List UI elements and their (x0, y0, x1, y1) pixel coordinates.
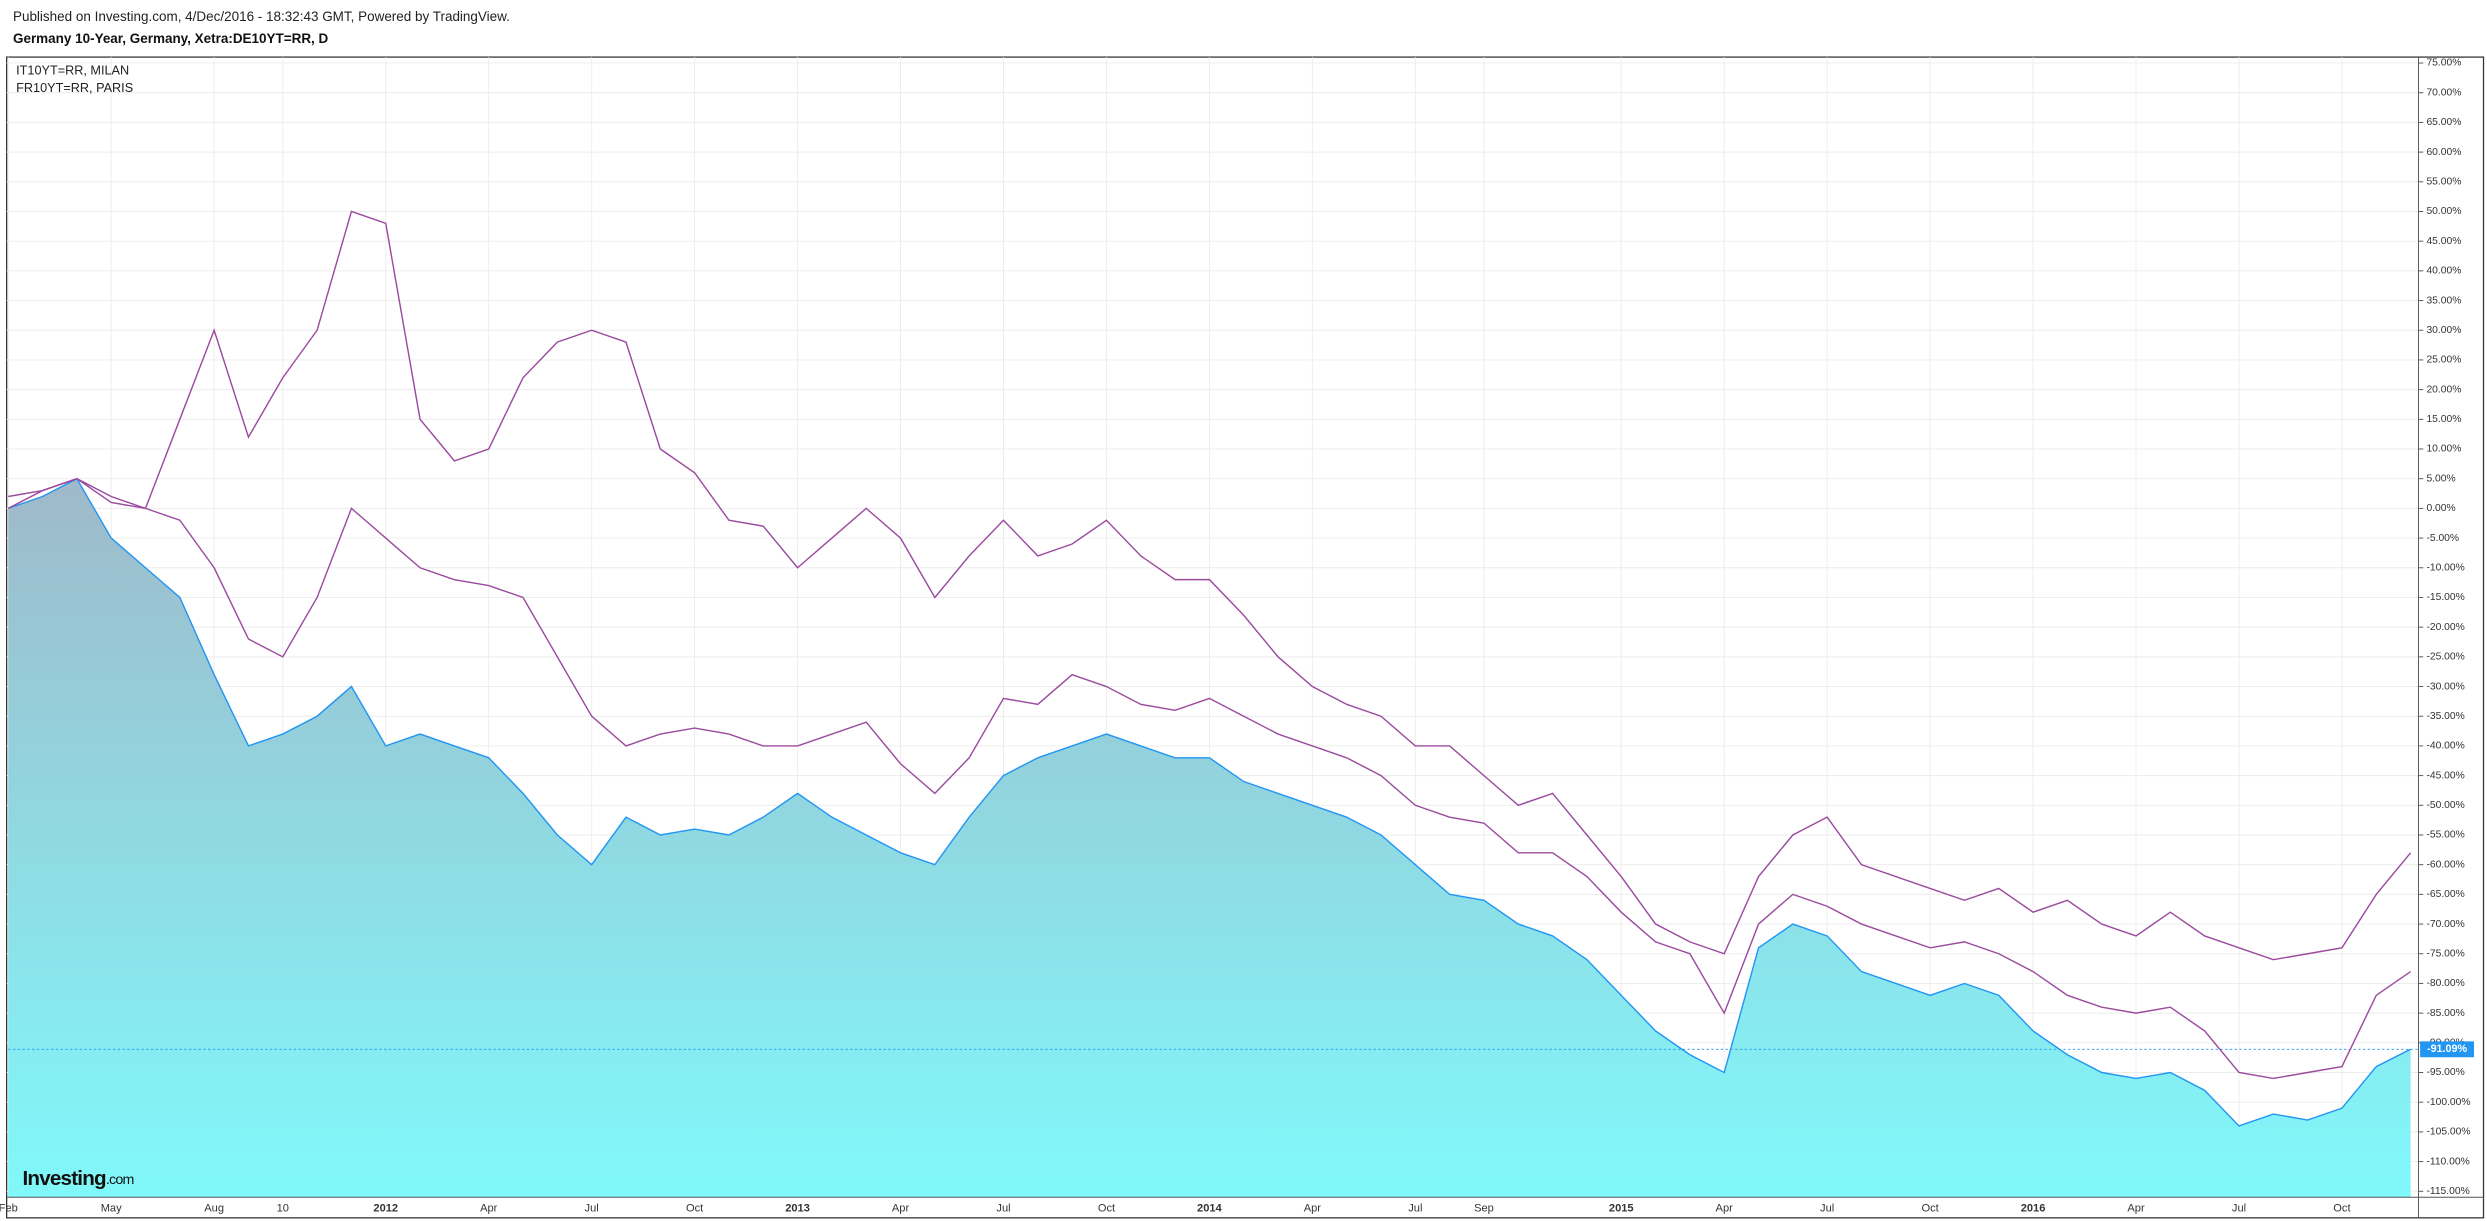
x-tick-label: Aug (204, 1202, 224, 1214)
y-tick-label: -105.00% (2426, 1127, 2470, 1138)
x-tick-label: 2016 (2021, 1202, 2046, 1214)
y-tick-label: -5.00% (2426, 533, 2459, 544)
x-tick-label: Oct (2333, 1202, 2350, 1214)
y-tick-label: -95.00% (2426, 1067, 2464, 1078)
series-line (7, 210, 2412, 961)
x-tick-label: 2012 (373, 1202, 398, 1214)
plot (7, 210, 2419, 1198)
y-tick-label: 45.00% (2426, 236, 2461, 247)
y-tick-label: 40.00% (2426, 266, 2461, 277)
logo: Investing.com (23, 1167, 134, 1190)
y-tick-label: -75.00% (2426, 948, 2464, 959)
y-tick-label: 75.00% (2426, 58, 2461, 69)
x-tick-label: Apr (1304, 1202, 1322, 1214)
x-tick-label: Oct (1921, 1202, 1938, 1214)
y-tick-label: -60.00% (2426, 859, 2464, 870)
y-tick-label: -25.00% (2426, 652, 2464, 663)
series-area (8, 478, 2411, 1198)
x-tick-label: 10 (277, 1202, 289, 1214)
y-tick-label: 0.00% (2426, 503, 2455, 514)
x-tick-label: Jul (1408, 1202, 1422, 1214)
x-tick-label: 2015 (1609, 1202, 1634, 1214)
y-tick-label: 20.00% (2426, 384, 2461, 395)
y-tick-label: -70.00% (2426, 919, 2464, 930)
x-tick-label: Apr (1716, 1202, 1734, 1214)
x-tick-label: Oct (1098, 1202, 1115, 1214)
legend-entry: IT10YT=RR, MILAN (16, 64, 129, 78)
y-tick-label: 5.00% (2426, 473, 2455, 484)
y-tick-label: -65.00% (2426, 889, 2464, 900)
logo-main: Investing (23, 1167, 107, 1190)
last-value-label: -91.09% (2427, 1043, 2468, 1055)
chart-title: Germany 10-Year, Germany, Xetra:DE10YT=R… (13, 31, 329, 46)
published-note: Published on Investing.com, 4/Dec/2016 -… (13, 9, 510, 24)
y-tick-label: -100.00% (2426, 1097, 2470, 1108)
x-tick-label: Apr (892, 1202, 910, 1214)
x-tick-label: Apr (2127, 1202, 2145, 1214)
x-tick-label: Jul (996, 1202, 1010, 1214)
y-tick-label: 65.00% (2426, 117, 2461, 128)
x-tick-label: Sep (1474, 1202, 1494, 1214)
y-tick-label: 35.00% (2426, 295, 2461, 306)
axes: 75.00% 70.00% 65.00% 60.00% 55.00% 50.00% 45.0… (0, 58, 2475, 1214)
y-tick-label: -35.00% (2426, 711, 2464, 722)
last-value-box (2420, 1041, 2475, 1058)
y-tick-label: -15.00% (2426, 592, 2464, 603)
x-tick-label: Jul (585, 1202, 599, 1214)
y-tick-label: 15.00% (2426, 414, 2461, 425)
series-line (8, 477, 2411, 1080)
y-tick-label: -50.00% (2426, 800, 2464, 811)
y-tick-label: -40.00% (2426, 741, 2464, 752)
y-tick-label: 10.00% (2426, 444, 2461, 455)
y-tick-label: 50.00% (2426, 206, 2461, 217)
x-tick-label: Feb (0, 1202, 18, 1214)
y-tick-label: -80.00% (2426, 978, 2464, 989)
x-tick-label: 2014 (1197, 1202, 1223, 1214)
y-tick-label: 55.00% (2426, 177, 2461, 188)
logo-suffix: .com (106, 1172, 134, 1188)
x-tick-label: May (101, 1202, 122, 1214)
y-tick-label: -55.00% (2426, 830, 2464, 841)
y-tick-label: -110.00% (2426, 1156, 2469, 1167)
legend-entry: FR10YT=RR, PARIS (16, 81, 133, 95)
y-tick-label: -85.00% (2426, 1008, 2464, 1019)
x-tick-label: 2013 (785, 1202, 810, 1214)
y-tick-label: -20.00% (2426, 622, 2464, 633)
frame (6, 56, 2485, 1219)
y-tick-label: -45.00% (2426, 770, 2464, 781)
y-tick-label: 30.00% (2426, 325, 2461, 336)
series-line (7, 477, 2411, 1127)
y-tick-label: 60.00% (2426, 147, 2461, 158)
y-tick-label: 70.00% (2426, 87, 2461, 98)
x-tick-label: Jul (1820, 1202, 1834, 1214)
y-tick-label: 25.00% (2426, 355, 2461, 366)
y-tick-label: -10.00% (2426, 562, 2464, 573)
x-tick-label: Oct (686, 1202, 703, 1214)
x-tick-label: Jul (2232, 1202, 2246, 1214)
x-tick-label: Apr (480, 1202, 498, 1214)
y-tick-label: -115.00% (2426, 1186, 2469, 1197)
y-tick-label: -30.00% (2426, 681, 2464, 692)
